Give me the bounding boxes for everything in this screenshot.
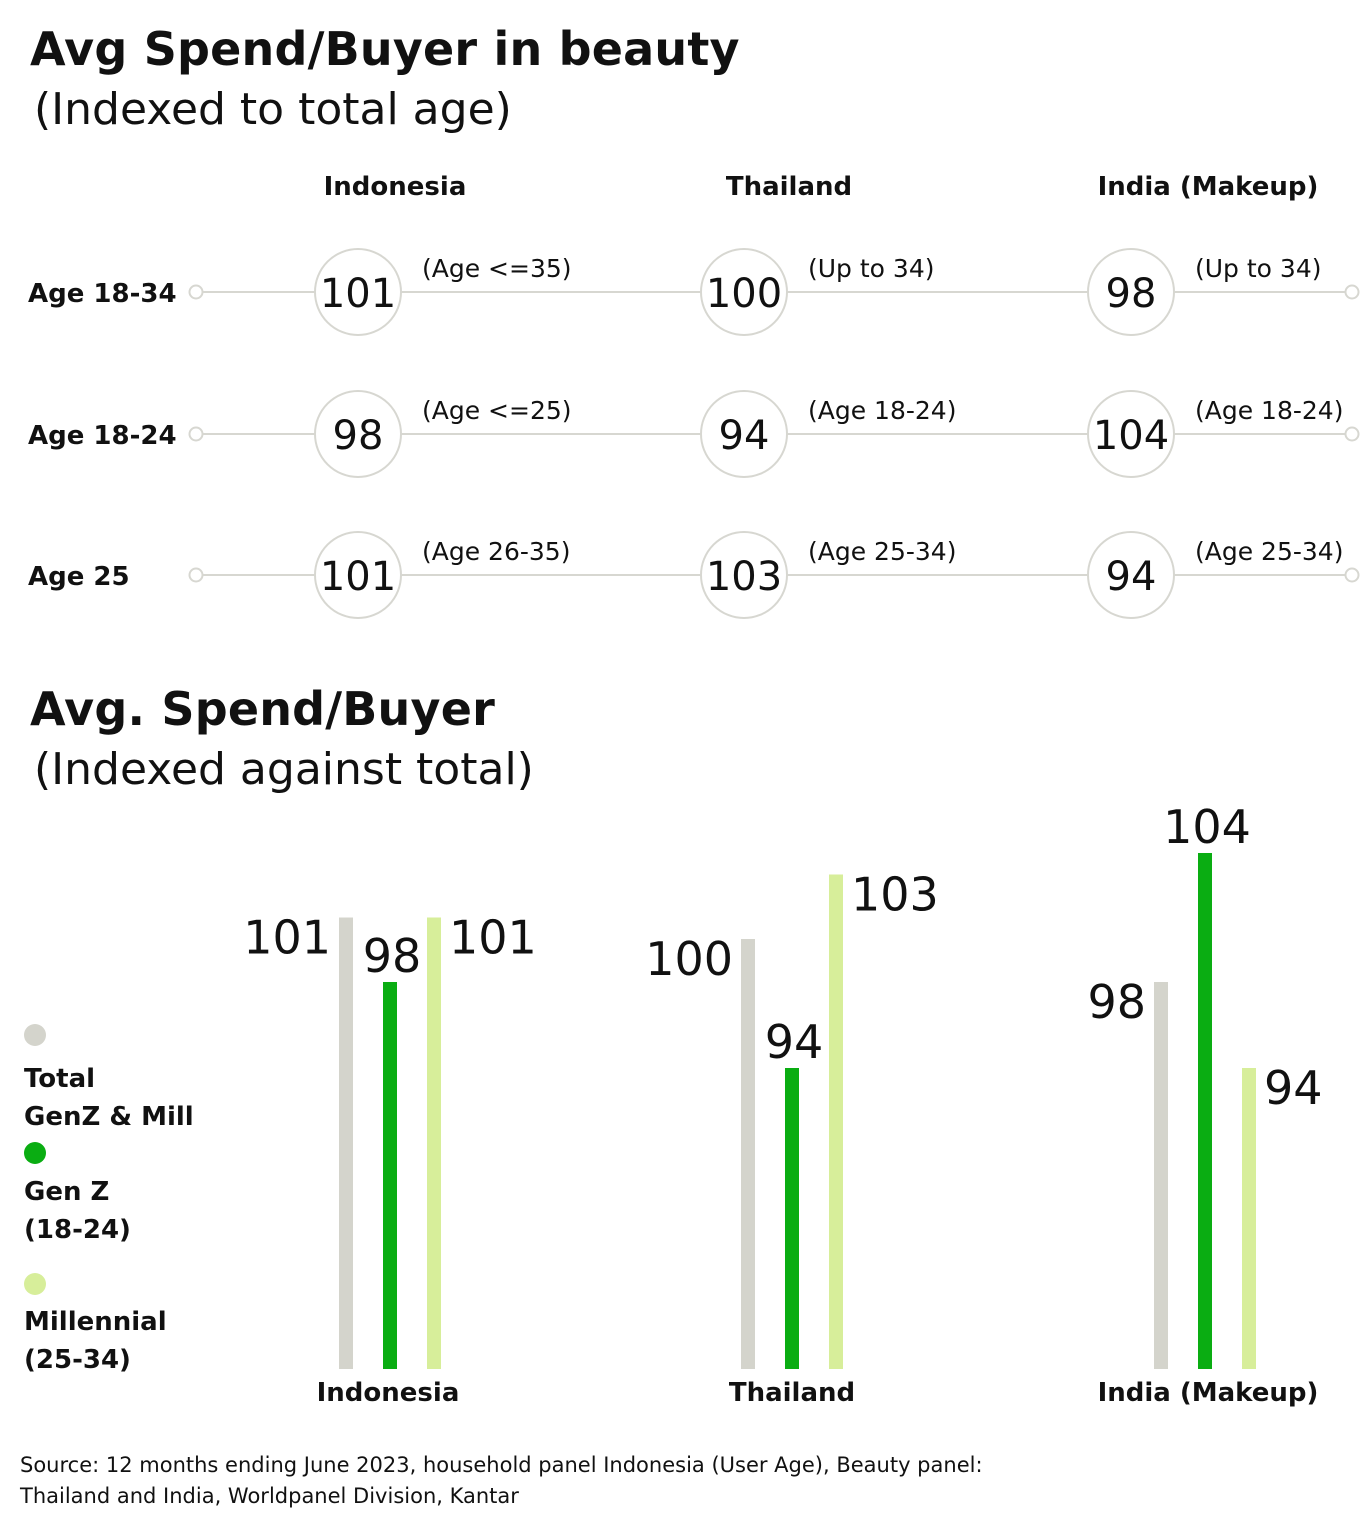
legend-swatch (24, 1024, 46, 1046)
value-label: 98 (1106, 271, 1157, 317)
row-label: Age 25 (28, 562, 130, 592)
row-end-dot (1344, 284, 1360, 300)
row-start-dot (188, 284, 204, 300)
row-label: Age 18-34 (28, 279, 177, 309)
bar (741, 939, 755, 1369)
bar-value-label: 98 (363, 929, 422, 983)
value-circle (700, 531, 788, 619)
source-line-1: Source: 12 months ending June 2023, hous… (20, 1453, 983, 1477)
top-chart-title: Avg Spend/Buyer in beauty (30, 22, 740, 76)
bar-chart-title: Avg. Spend/Buyer (30, 682, 495, 736)
age-note: (Age 26-35) (422, 537, 570, 566)
bar-value-label: 104 (1163, 800, 1251, 854)
bar-value-label: 100 (645, 932, 733, 986)
value-label: 94 (1106, 554, 1157, 600)
value-label: 104 (1093, 413, 1169, 459)
value-label: 98 (333, 413, 384, 459)
row-end-dot (1344, 567, 1360, 583)
legend-swatch (24, 1142, 46, 1164)
value-circle (1087, 531, 1175, 619)
age-note: (Age <=25) (422, 396, 572, 425)
bar-value-label: 98 (1087, 975, 1146, 1029)
category-label: India (Makeup) (1098, 1378, 1319, 1408)
legend-swatch (24, 1273, 46, 1295)
bar-value-label: 103 (851, 868, 939, 922)
bar (339, 917, 353, 1369)
legend-label: Gen Z (24, 1177, 109, 1207)
value-label: 94 (719, 413, 770, 459)
value-label: 101 (320, 554, 396, 600)
bar (1154, 982, 1168, 1369)
legend-label: Millennial (24, 1307, 167, 1337)
value-label: 100 (706, 271, 782, 317)
bar-value-label: 101 (449, 911, 537, 965)
row-label: Age 18-24 (28, 421, 177, 451)
category-label: Thailand (729, 1378, 855, 1408)
bar (785, 1068, 799, 1369)
bar-chart: 101 100 98 98 94 104 101 103 94 Indonesia Thailand… (24, 800, 1323, 1408)
column-header: India (Makeup) (1098, 172, 1319, 202)
value-label: 101 (320, 271, 396, 317)
legend-label: GenZ & Mill (24, 1102, 194, 1132)
age-note: (Age <=35) (422, 254, 572, 283)
bar (383, 982, 397, 1369)
age-note: (Age 25-34) (1195, 537, 1343, 566)
value-circle (1087, 390, 1175, 478)
legend-label: (25-34) (24, 1345, 131, 1375)
value-label: 103 (706, 554, 782, 600)
bar (427, 917, 441, 1369)
row-start-dot (188, 567, 204, 583)
source-note: Source: 12 months ending June 2023, hous… (20, 1450, 983, 1512)
row-start-dot (188, 426, 204, 442)
age-note: (Up to 34) (808, 254, 934, 283)
source-line-2: Thailand and India, Worldpanel Division,… (20, 1484, 519, 1508)
column-header: Thailand (726, 172, 852, 202)
bar-value-label: 94 (1264, 1061, 1323, 1115)
row-end-dot (1344, 426, 1360, 442)
category-label: Indonesia (317, 1378, 460, 1408)
value-circle (1087, 248, 1175, 336)
value-circle (314, 390, 402, 478)
age-note: (Up to 34) (1195, 254, 1321, 283)
bar (829, 874, 843, 1369)
top-chart-subtitle: (Indexed to total age) (34, 84, 512, 135)
value-circle (700, 390, 788, 478)
bar-value-label: 94 (765, 1015, 824, 1069)
bar (1242, 1068, 1256, 1369)
age-note: (Age 25-34) (808, 537, 956, 566)
index-dot-grid: Indonesia Thailand India (Makeup) Age 18-34… (28, 172, 1360, 619)
legend-label: Total (24, 1064, 95, 1094)
value-circle (314, 248, 402, 336)
value-circle (314, 531, 402, 619)
value-circle (700, 248, 788, 336)
bar (1198, 853, 1212, 1369)
column-header: Indonesia (324, 172, 467, 202)
bar-value-label: 101 (243, 911, 331, 965)
age-note: (Age 18-24) (808, 396, 956, 425)
age-note: (Age 18-24) (1195, 396, 1343, 425)
bar-chart-subtitle: (Indexed against total) (34, 744, 534, 795)
legend-label: (18-24) (24, 1215, 131, 1245)
